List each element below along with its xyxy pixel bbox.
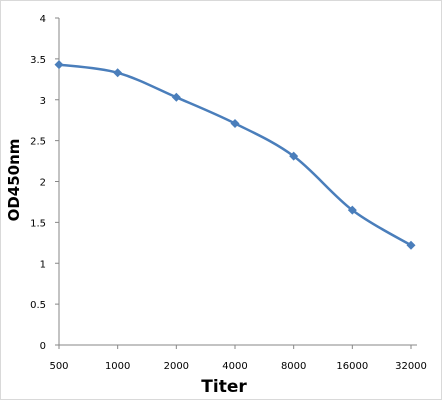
- y-tick-label: 0: [40, 341, 46, 352]
- y-axis-title: OD450nm: [5, 139, 23, 222]
- data-point-marker: [230, 118, 240, 128]
- y-tick-label: 1: [40, 259, 46, 270]
- y-tick-label: 2: [40, 178, 46, 189]
- x-tick-label: 16000: [336, 361, 368, 372]
- data-point-marker: [113, 68, 123, 78]
- data-point-marker: [406, 240, 416, 250]
- y-tick-label: 3: [40, 96, 46, 107]
- y-tick-label: 2.5: [30, 137, 46, 148]
- y-tick-label: 0.5: [30, 300, 46, 311]
- data-point-marker: [347, 205, 357, 215]
- x-tick-label: 4000: [222, 361, 247, 372]
- data-point-marker: [289, 151, 299, 161]
- y-axis-ticks: 0 0.5 1 1.5 2 2.5 3 3.5 4: [30, 14, 59, 352]
- y-tick-label: 4: [40, 14, 46, 25]
- x-tick-label: 500: [49, 361, 68, 372]
- series-markers: [54, 60, 416, 250]
- y-tick-label: 1.5: [30, 218, 46, 229]
- x-tick-label: 32000: [395, 361, 427, 372]
- data-point-marker: [54, 60, 64, 70]
- x-axis-ticks: 500 1000 2000 4000 8000 16000 32000: [49, 345, 427, 372]
- x-tick-label: 2000: [164, 361, 189, 372]
- y-tick-label: 3.5: [30, 55, 46, 66]
- x-tick-label: 8000: [281, 361, 306, 372]
- x-tick-label: 1000: [105, 361, 130, 372]
- data-point-marker: [171, 92, 181, 102]
- series-line: [58, 63, 412, 247]
- x-axis-title: Titer: [201, 377, 247, 397]
